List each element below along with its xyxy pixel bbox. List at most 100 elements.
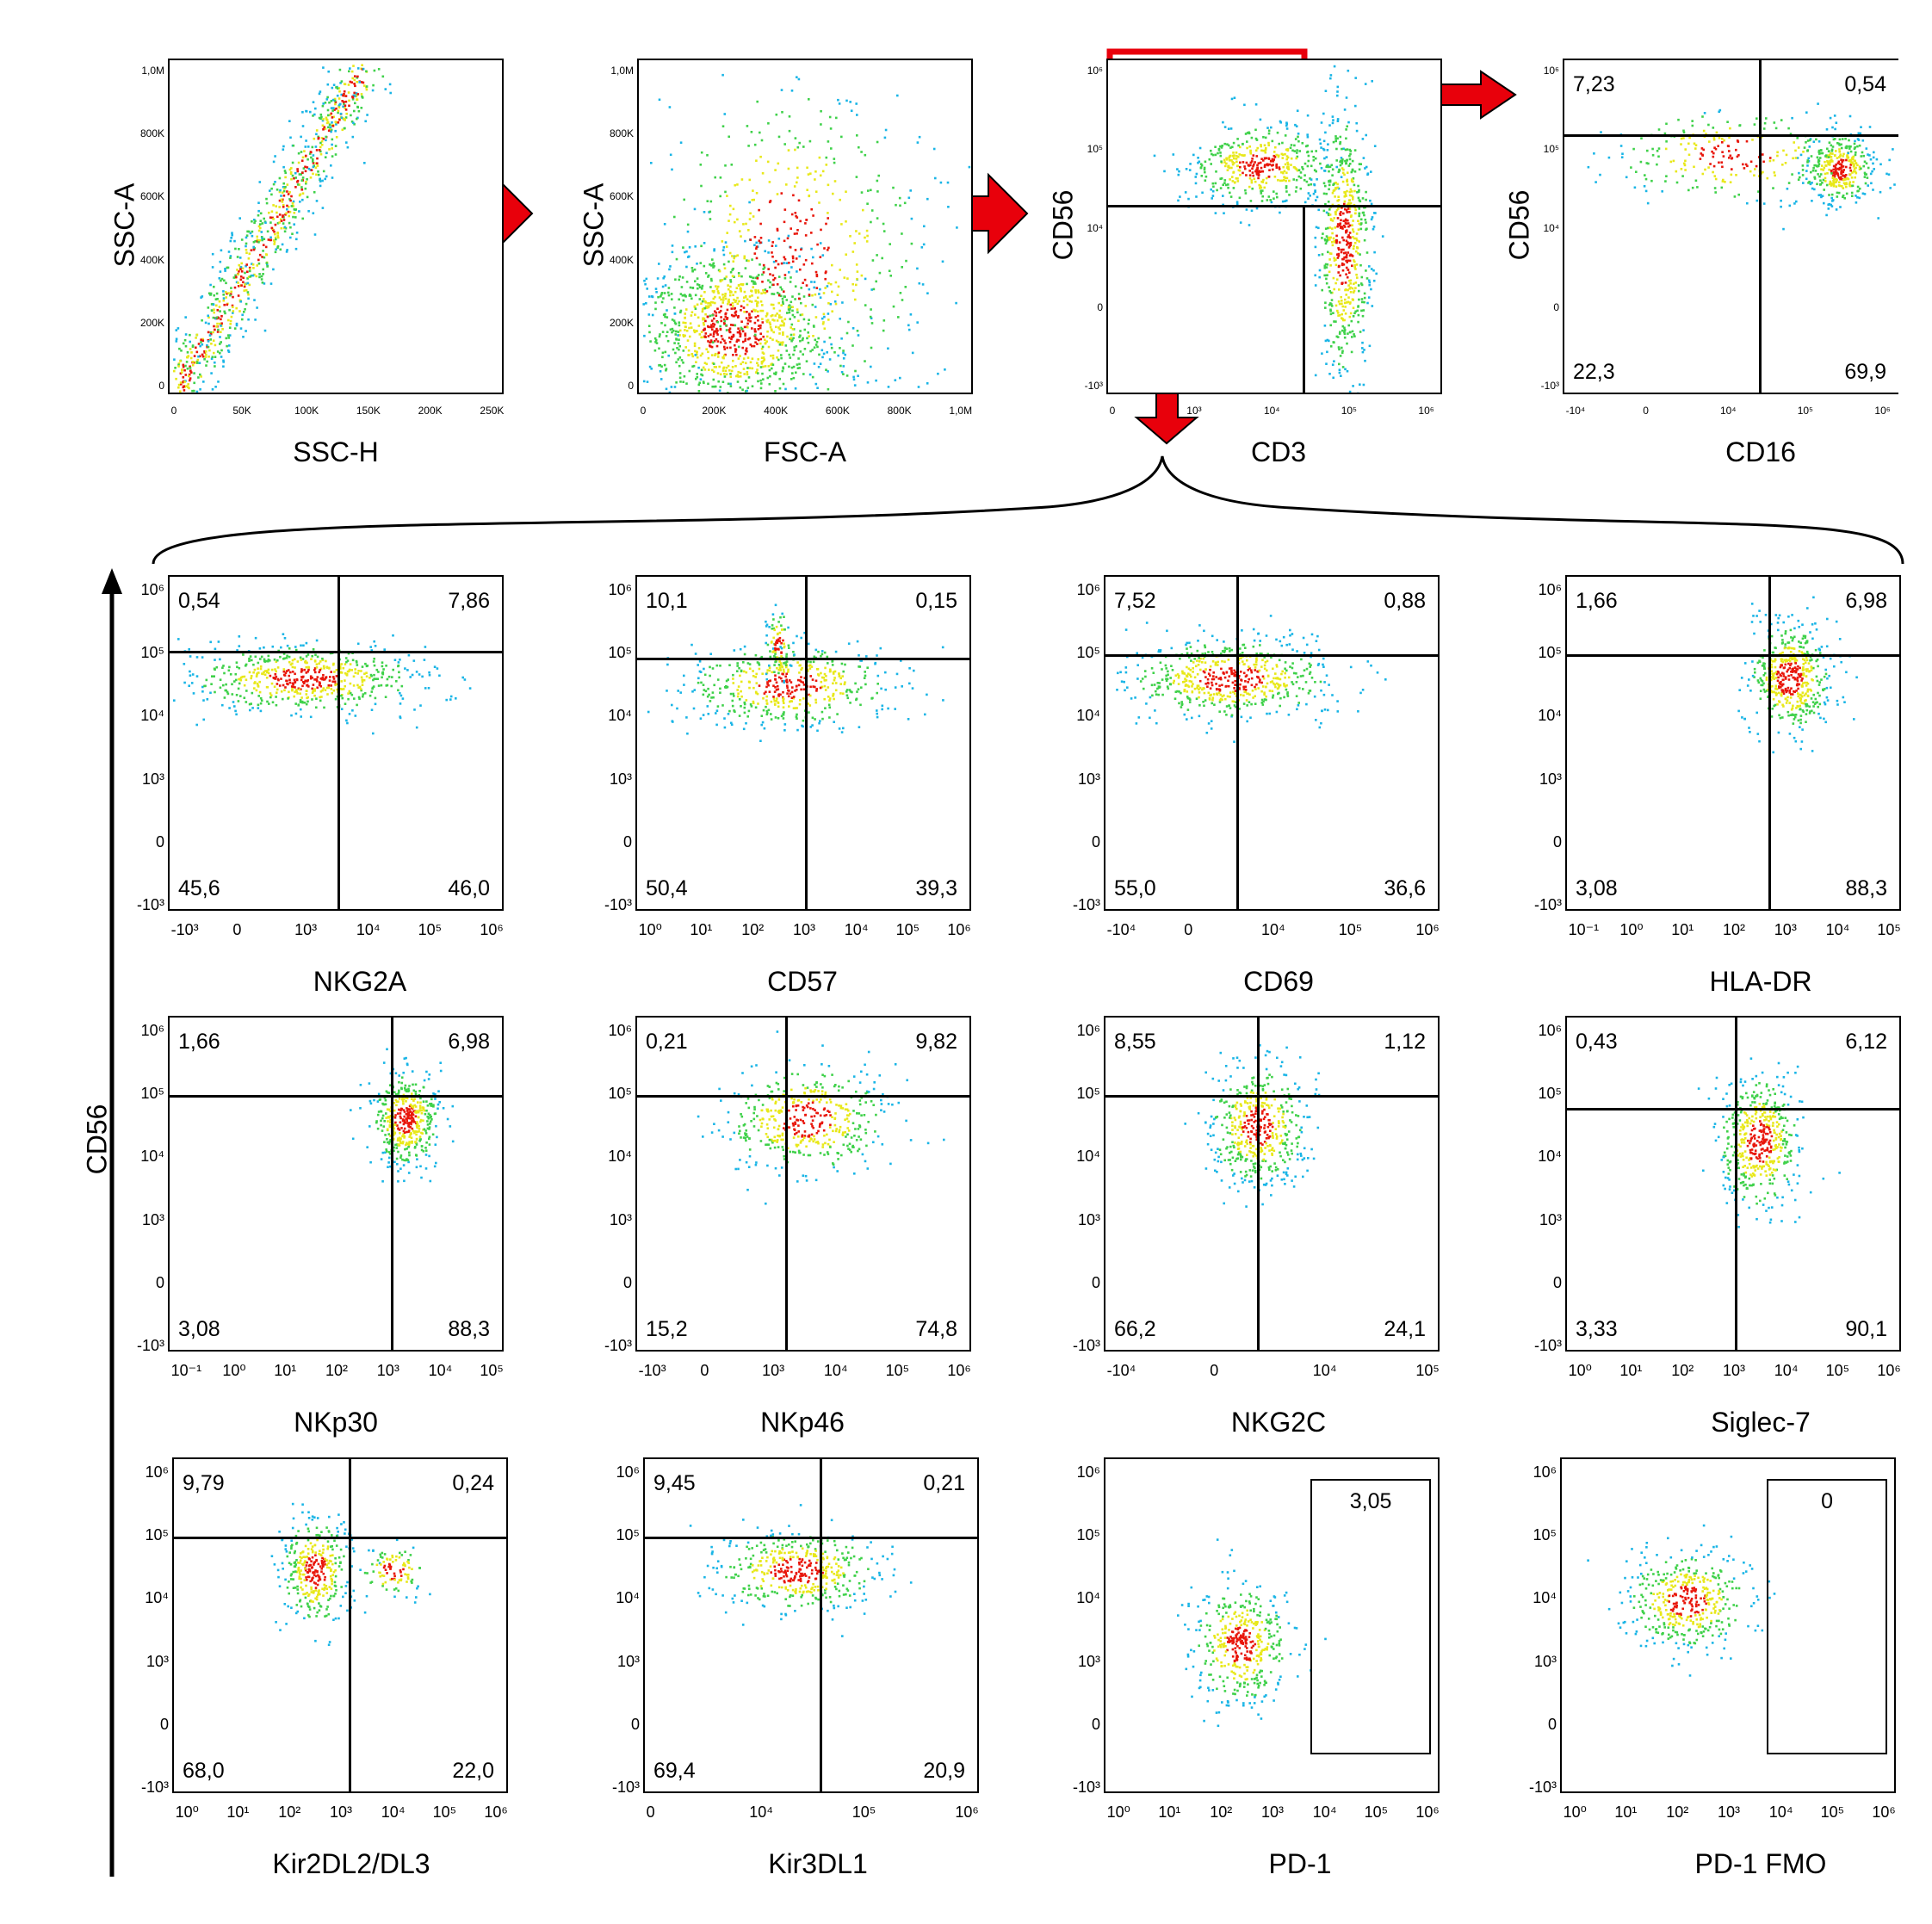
event-dot	[1781, 164, 1784, 166]
event-dot	[650, 162, 653, 164]
event-dot	[235, 306, 238, 310]
event-dot	[195, 723, 198, 727]
event-dot	[1820, 195, 1823, 199]
event-dot	[738, 330, 741, 332]
event-dot	[1322, 139, 1326, 143]
event-dot	[301, 198, 304, 201]
event-dot	[1842, 174, 1844, 177]
event-dot	[1827, 207, 1830, 210]
event-dot	[703, 673, 707, 677]
event-dot	[215, 665, 219, 669]
x-tick-label: 250K	[480, 405, 505, 417]
event-dot	[254, 240, 257, 243]
event-dot	[742, 300, 746, 303]
event-dot	[260, 231, 263, 233]
event-dot	[369, 673, 373, 677]
event-dot	[1832, 184, 1836, 188]
event-dot	[290, 177, 293, 181]
event-dot	[1341, 226, 1344, 228]
event-dot	[727, 713, 730, 715]
event-dot	[720, 335, 723, 337]
event-dot	[1252, 164, 1254, 168]
event-dot	[1751, 139, 1754, 141]
event-dot	[207, 314, 209, 318]
event-dot	[725, 684, 728, 688]
event-dot	[1254, 180, 1257, 183]
event-dot	[881, 708, 883, 711]
event-dot	[793, 185, 796, 188]
event-dot	[251, 263, 255, 266]
event-dot	[705, 348, 708, 350]
event-dot	[269, 216, 272, 219]
event-dot	[1285, 148, 1288, 152]
event-dot	[1331, 174, 1334, 176]
event-dot	[1334, 320, 1337, 323]
event-dot	[1817, 163, 1821, 165]
event-dot	[1699, 158, 1702, 160]
event-dot	[228, 707, 231, 709]
event-dot	[207, 340, 210, 343]
event-dot	[793, 349, 796, 352]
event-dot	[1365, 133, 1367, 137]
event-dot	[1303, 162, 1307, 165]
event-dot	[740, 283, 742, 286]
event-dot	[787, 695, 790, 698]
event-dot	[1211, 197, 1213, 200]
event-dot	[245, 665, 247, 667]
event-dot	[201, 319, 203, 322]
event-dot	[1365, 190, 1367, 194]
event-dot	[1285, 121, 1288, 124]
y-tick-label: -10³	[136, 896, 164, 914]
event-dot	[721, 337, 724, 341]
event-dot	[1229, 146, 1232, 149]
event-dot	[671, 319, 674, 321]
event-dot	[267, 671, 270, 675]
event-dot	[356, 67, 360, 70]
event-dot	[1336, 309, 1339, 312]
event-dot	[216, 350, 220, 353]
event-dot	[219, 336, 221, 338]
event-dot	[1782, 149, 1785, 152]
event-dot	[1341, 269, 1345, 272]
event-dot	[1347, 300, 1350, 304]
event-dot	[723, 319, 727, 323]
event-dot	[860, 191, 864, 194]
event-dot	[1845, 165, 1848, 169]
event-dot	[1813, 176, 1816, 179]
event-dot	[1646, 149, 1649, 152]
event-dot	[1343, 332, 1347, 335]
event-dot	[669, 328, 672, 331]
event-dot	[243, 311, 245, 313]
event-dot	[828, 716, 831, 719]
event-dot	[712, 332, 715, 336]
event-dot	[245, 330, 247, 332]
event-dot	[847, 320, 850, 324]
event-dot	[811, 716, 814, 720]
event-dot	[730, 164, 734, 166]
gate-hline	[1108, 204, 1440, 207]
event-dot	[712, 322, 715, 325]
event-dot	[1737, 193, 1740, 196]
event-dot	[345, 112, 348, 115]
event-dot	[829, 303, 833, 306]
event-dot	[313, 688, 316, 690]
event-dot	[819, 720, 821, 722]
event-dot	[1267, 141, 1270, 145]
event-dot	[709, 200, 713, 203]
event-dot	[1255, 155, 1259, 158]
event-dot	[322, 102, 325, 105]
event-dot	[1828, 202, 1831, 206]
event-dot	[1239, 165, 1242, 169]
event-dot	[721, 249, 725, 251]
event-dot	[276, 215, 279, 219]
event-dot	[278, 206, 281, 208]
event-dot	[909, 189, 912, 192]
event-dot	[723, 348, 727, 350]
event-dot	[684, 334, 686, 337]
event-dot	[197, 376, 200, 379]
event-dot	[775, 700, 778, 702]
event-dot	[296, 179, 300, 183]
event-dot	[305, 182, 307, 185]
event-dot	[1363, 296, 1366, 300]
event-dot	[449, 695, 453, 698]
